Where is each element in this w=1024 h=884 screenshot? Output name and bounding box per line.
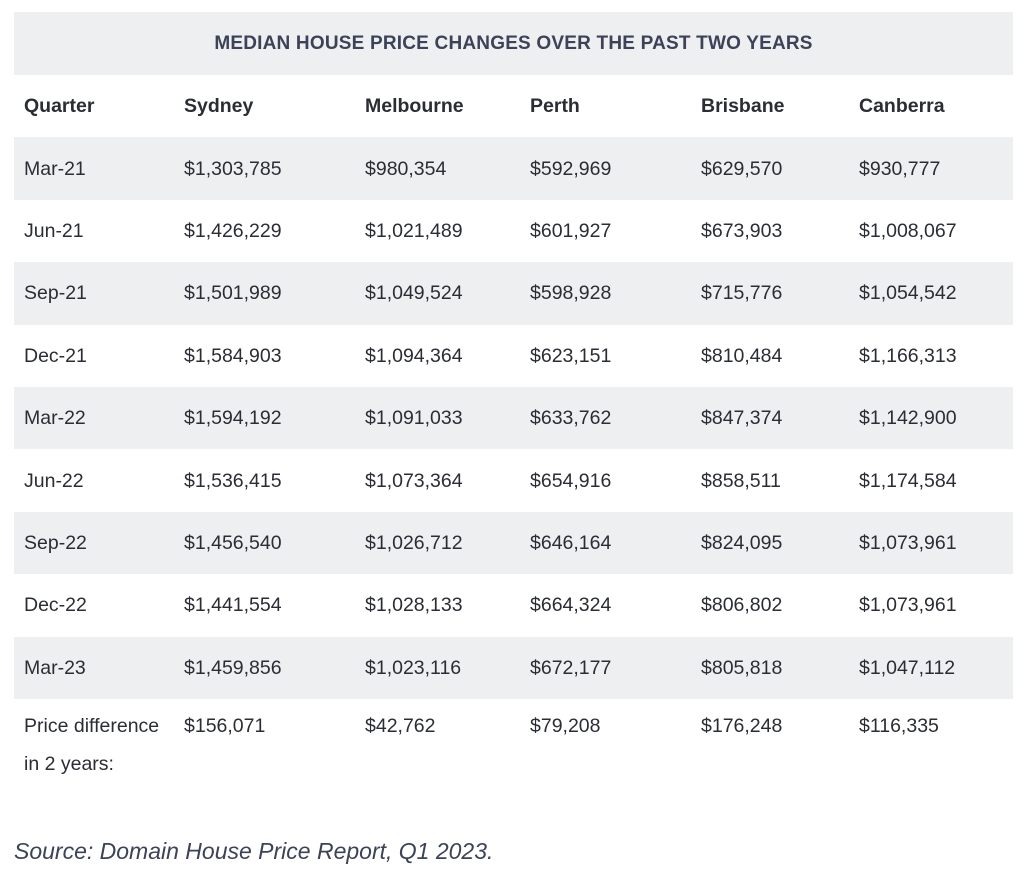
melbourne-cell: $1,073,364 — [365, 469, 463, 492]
price-difference-row: Price difference in 2 years: $156,071 $4… — [14, 699, 1013, 819]
sydney-cell: $1,594,192 — [184, 407, 282, 430]
quarter-cell: Mar-22 — [24, 407, 86, 430]
sydney-cell: $1,536,415 — [184, 469, 282, 492]
canberra-cell: $1,047,112 — [859, 656, 956, 679]
perth-cell: $592,969 — [530, 157, 612, 180]
brisbane-cell: $824,095 — [701, 531, 783, 554]
quarter-cell: Mar-21 — [24, 157, 86, 180]
table-row: Jun-22 $1,536,415 $1,073,364 $654,916 $8… — [14, 449, 1013, 511]
perth-cell: $664,324 — [530, 594, 612, 617]
canberra-cell: $1,008,067 — [859, 219, 957, 242]
table-row: Mar-23 $1,459,856 $1,023,116 $672,177 $8… — [14, 636, 1013, 699]
canberra-cell: $930,777 — [859, 157, 941, 180]
quarter-cell: Dec-22 — [24, 594, 87, 617]
header-cell-melbourne: Melbourne — [365, 95, 464, 118]
melbourne-cell: $1,023,116 — [365, 656, 462, 679]
perth-cell: $598,928 — [530, 282, 612, 305]
perth-cell: $601,927 — [530, 219, 612, 242]
quarter-cell: Jun-22 — [24, 469, 84, 492]
table-row: Sep-21 $1,501,989 $1,049,524 $598,928 $7… — [14, 262, 1013, 325]
sydney-cell: $1,426,229 — [184, 219, 282, 242]
canberra-cell: $1,142,900 — [859, 407, 957, 430]
sydney-cell: $1,459,856 — [184, 656, 282, 679]
brisbane-cell: $847,374 — [701, 407, 783, 430]
brisbane-cell: $805,818 — [701, 656, 783, 679]
perth-cell: $646,164 — [530, 531, 612, 554]
quarter-cell: Mar-23 — [24, 656, 86, 679]
brisbane-cell: $715,776 — [701, 282, 783, 305]
quarter-cell: Sep-21 — [24, 282, 87, 305]
canberra-difference-cell: $116,335 — [859, 714, 939, 737]
sydney-cell: $1,501,989 — [184, 282, 282, 305]
melbourne-difference-cell: $42,762 — [365, 714, 436, 737]
canberra-cell: $1,073,961 — [859, 531, 957, 554]
brisbane-cell: $806,802 — [701, 594, 783, 617]
sydney-cell: $1,584,903 — [184, 344, 282, 367]
canberra-cell: $1,166,313 — [859, 344, 957, 367]
brisbane-cell: $858,511 — [701, 469, 781, 492]
source-caption: Source: Domain House Price Report, Q1 20… — [14, 838, 494, 864]
table-row: Mar-21 $1,303,785 $980,354 $592,969 $629… — [14, 137, 1013, 200]
table-row: Sep-22 $1,456,540 $1,026,712 $646,164 $8… — [14, 511, 1013, 575]
header-row: Quarter Sydney Melbourne Perth Brisbane … — [14, 75, 1013, 138]
table-row: Jun-21 $1,426,229 $1,021,489 $601,927 $6… — [14, 200, 1013, 262]
sydney-cell: $1,303,785 — [184, 157, 282, 180]
brisbane-cell: $810,484 — [701, 344, 783, 367]
melbourne-cell: $1,094,364 — [365, 344, 463, 367]
canberra-cell: $1,054,542 — [859, 282, 957, 305]
header-cell-perth: Perth — [530, 95, 580, 118]
melbourne-cell: $1,026,712 — [365, 531, 463, 554]
melbourne-cell: $1,021,489 — [365, 219, 463, 242]
melbourne-cell: $980,354 — [365, 157, 447, 180]
brisbane-cell: $629,570 — [701, 157, 783, 180]
perth-cell: $633,762 — [530, 407, 612, 430]
perth-cell: $654,916 — [530, 469, 612, 492]
brisbane-difference-cell: $176,248 — [701, 714, 783, 737]
header-cell-brisbane: Brisbane — [701, 95, 785, 118]
sydney-cell: $1,456,540 — [184, 531, 282, 554]
price-table: MEDIAN HOUSE PRICE CHANGES OVER THE PAST… — [14, 12, 1013, 819]
canberra-cell: $1,174,584 — [859, 469, 957, 492]
perth-difference-cell: $79,208 — [530, 714, 601, 737]
sydney-difference-cell: $156,071 — [184, 714, 266, 737]
table-title: MEDIAN HOUSE PRICE CHANGES OVER THE PAST… — [14, 12, 1013, 75]
melbourne-cell: $1,091,033 — [365, 407, 463, 430]
brisbane-cell: $673,903 — [701, 219, 783, 242]
canberra-cell: $1,073,961 — [859, 594, 957, 617]
table-row: Mar-22 $1,594,192 $1,091,033 $633,762 $8… — [14, 386, 1013, 450]
price-difference-label: Price difference in 2 years: — [24, 714, 160, 775]
table-row: Dec-22 $1,441,554 $1,028,133 $664,324 $8… — [14, 574, 1013, 636]
melbourne-cell: $1,049,524 — [365, 282, 463, 305]
header-cell-sydney: Sydney — [184, 95, 254, 118]
quarter-cell: Jun-21 — [24, 219, 84, 242]
sydney-cell: $1,441,554 — [184, 594, 282, 617]
header-cell-quarter: Quarter — [24, 95, 95, 118]
quarter-cell: Sep-22 — [24, 531, 87, 554]
table-row: Dec-21 $1,584,903 $1,094,364 $623,151 $8… — [14, 325, 1013, 387]
melbourne-cell: $1,028,133 — [365, 594, 463, 617]
perth-cell: $623,151 — [530, 344, 612, 367]
header-cell-canberra: Canberra — [859, 95, 945, 118]
perth-cell: $672,177 — [530, 656, 612, 679]
quarter-cell: Dec-21 — [24, 344, 87, 367]
